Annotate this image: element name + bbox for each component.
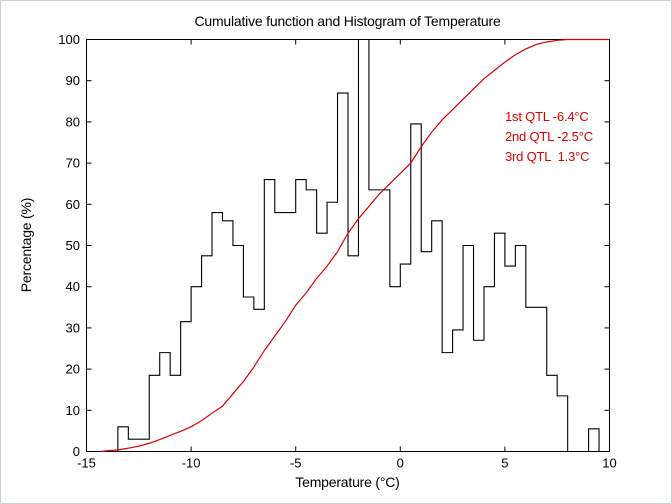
y-tick-label: 80 bbox=[66, 114, 80, 129]
quartile-annotation: 1st QTL -6.4°C 2nd QTL -2.5°C 3rd QTL 1.… bbox=[505, 107, 593, 167]
x-tick-label: -10 bbox=[182, 456, 201, 471]
y-axis-label: Percentage (%) bbox=[18, 197, 34, 293]
cumulative-line-path bbox=[101, 38, 610, 453]
y-tick-label: 0 bbox=[73, 444, 80, 459]
annotation-line-q1: 1st QTL -6.4°C bbox=[505, 109, 589, 124]
y-tick-label: 50 bbox=[66, 238, 80, 253]
histogram-stairs-path bbox=[86, 38, 610, 453]
y-tick-label: 70 bbox=[66, 156, 80, 171]
y-tick-label: 40 bbox=[66, 279, 80, 294]
annotation-line-q2: 2nd QTL -2.5°C bbox=[505, 129, 593, 144]
annotation-line-q3: 3rd QTL 1.3°C bbox=[505, 149, 590, 164]
y-tick-label: 20 bbox=[66, 362, 80, 377]
y-tick-label: 100 bbox=[58, 32, 80, 47]
x-axis-label: Temperature (°C) bbox=[295, 474, 400, 490]
y-tick-label: 90 bbox=[66, 73, 80, 88]
x-tick-label: 5 bbox=[501, 456, 508, 471]
x-tick-label: -5 bbox=[290, 456, 302, 471]
y-tick-label: 10 bbox=[66, 403, 80, 418]
x-tick-label: -15 bbox=[77, 456, 96, 471]
y-tick-label: 30 bbox=[66, 320, 80, 335]
x-tick-label: 0 bbox=[397, 456, 404, 471]
chart-title: Cumulative function and Histogram of Tem… bbox=[194, 13, 501, 29]
y-tick-label: 60 bbox=[66, 197, 80, 212]
x-tick-label: 10 bbox=[602, 456, 616, 471]
